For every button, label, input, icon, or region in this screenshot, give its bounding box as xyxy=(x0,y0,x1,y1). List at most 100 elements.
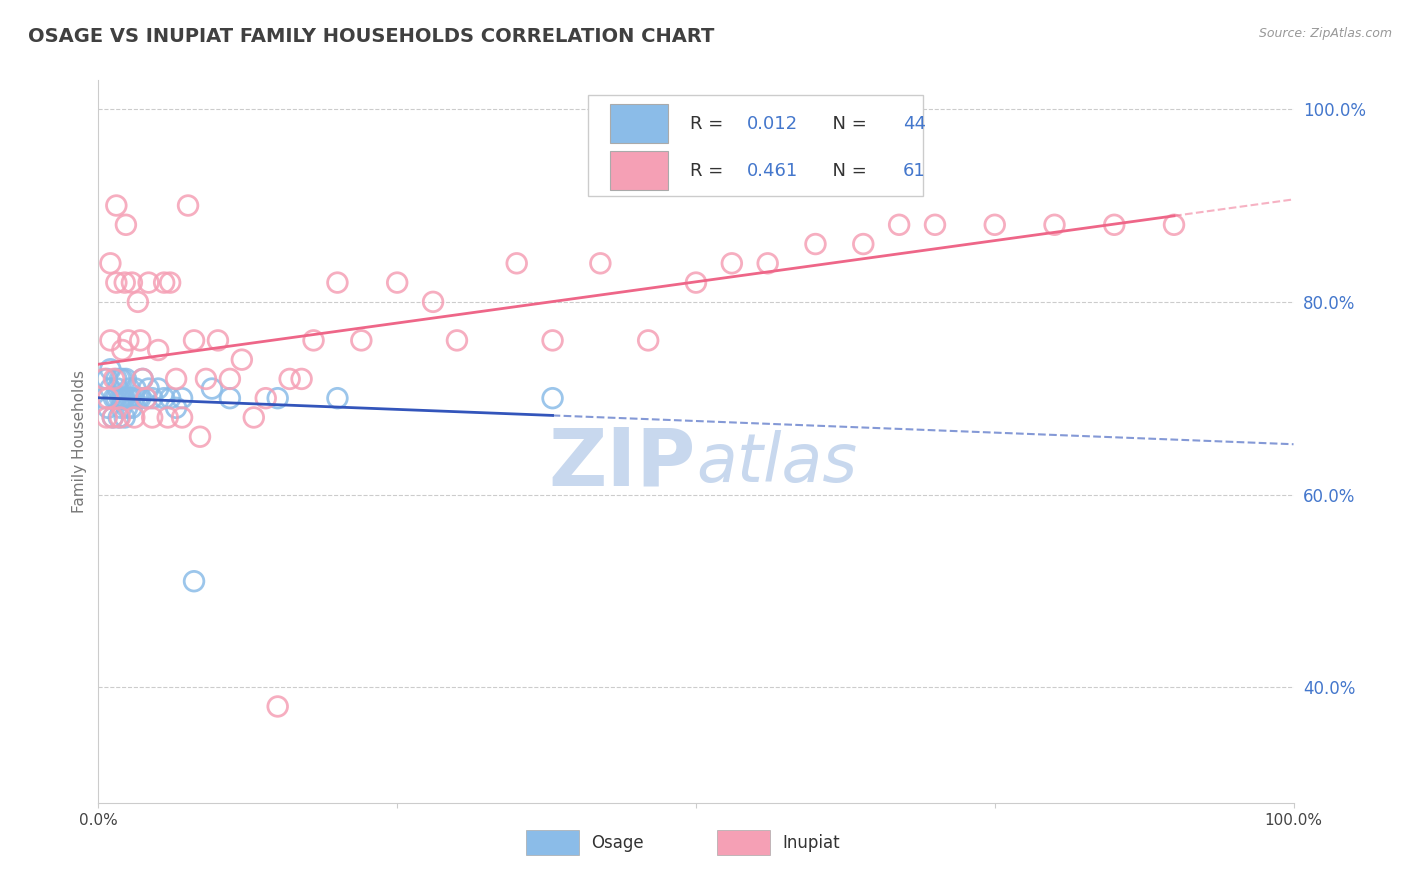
Point xyxy=(135,391,157,405)
Text: R =: R = xyxy=(690,115,728,133)
Point xyxy=(108,410,131,425)
Text: 44: 44 xyxy=(903,115,925,133)
Point xyxy=(127,391,149,405)
Point xyxy=(153,276,176,290)
Point xyxy=(177,198,200,212)
Point xyxy=(138,276,160,290)
Text: 0.461: 0.461 xyxy=(748,161,799,179)
Point xyxy=(98,362,122,376)
Point xyxy=(302,334,325,348)
Point xyxy=(103,372,125,386)
FancyBboxPatch shape xyxy=(610,104,668,143)
Point xyxy=(108,391,131,405)
Point xyxy=(138,382,160,396)
Point xyxy=(153,391,176,405)
Point xyxy=(172,410,194,425)
Point xyxy=(159,391,181,405)
Point xyxy=(156,410,179,425)
Point xyxy=(326,276,349,290)
Point xyxy=(1104,218,1126,232)
Point xyxy=(541,391,564,405)
Point xyxy=(101,410,124,425)
Text: N =: N = xyxy=(821,115,873,133)
Point xyxy=(115,372,138,386)
Point xyxy=(159,276,181,290)
Point xyxy=(115,218,138,232)
Point xyxy=(129,391,152,405)
Point xyxy=(141,410,163,425)
Point xyxy=(924,218,946,232)
Point xyxy=(188,430,211,444)
Point xyxy=(141,391,163,405)
Point xyxy=(326,391,349,405)
Point xyxy=(183,334,205,348)
FancyBboxPatch shape xyxy=(589,95,922,196)
Point xyxy=(254,391,277,405)
Point xyxy=(148,382,170,396)
FancyBboxPatch shape xyxy=(610,151,668,190)
Point xyxy=(93,372,115,386)
Point xyxy=(111,391,134,405)
Text: atlas: atlas xyxy=(696,430,858,496)
Point xyxy=(129,334,152,348)
Point xyxy=(278,372,301,386)
Point xyxy=(118,382,141,396)
Point xyxy=(183,574,205,589)
Point xyxy=(385,276,409,290)
Point xyxy=(541,334,564,348)
Point xyxy=(852,237,875,252)
Text: Source: ZipAtlas.com: Source: ZipAtlas.com xyxy=(1258,27,1392,40)
Point xyxy=(107,382,129,396)
Point xyxy=(98,334,122,348)
Point xyxy=(165,401,187,415)
Point xyxy=(105,198,128,212)
Point xyxy=(219,391,242,405)
Point xyxy=(124,391,146,405)
Point xyxy=(1043,218,1066,232)
Point xyxy=(889,218,911,232)
Point xyxy=(121,401,143,415)
Point xyxy=(446,334,468,348)
Point xyxy=(112,391,135,405)
Point xyxy=(131,372,153,386)
Text: ZIP: ZIP xyxy=(548,425,696,502)
Point xyxy=(804,237,827,252)
Point xyxy=(117,334,139,348)
Point xyxy=(105,276,128,290)
Point xyxy=(135,391,157,405)
Point xyxy=(219,372,242,386)
Point xyxy=(195,372,218,386)
Point xyxy=(637,334,659,348)
Point xyxy=(101,410,124,425)
Point xyxy=(111,343,134,357)
Point xyxy=(984,218,1007,232)
Point xyxy=(756,256,779,270)
Point xyxy=(111,372,134,386)
Point xyxy=(96,410,118,425)
Point xyxy=(117,391,139,405)
Point xyxy=(165,372,187,386)
Text: N =: N = xyxy=(821,161,873,179)
Point xyxy=(350,334,373,348)
Point xyxy=(115,401,138,415)
Y-axis label: Family Households: Family Households xyxy=(72,370,87,513)
Point xyxy=(105,372,128,386)
Point xyxy=(131,372,153,386)
Point xyxy=(98,382,122,396)
Point xyxy=(124,410,146,425)
Point xyxy=(98,256,122,270)
Point xyxy=(148,343,170,357)
Point xyxy=(243,410,266,425)
Point xyxy=(267,699,290,714)
Text: 0.012: 0.012 xyxy=(748,115,799,133)
Point xyxy=(93,391,115,405)
Point xyxy=(114,276,136,290)
Point xyxy=(97,391,120,405)
Point xyxy=(124,382,146,396)
Point xyxy=(114,410,136,425)
Point xyxy=(96,372,118,386)
Point xyxy=(105,391,128,405)
Point xyxy=(207,334,229,348)
Point xyxy=(110,401,132,415)
Point xyxy=(721,256,744,270)
